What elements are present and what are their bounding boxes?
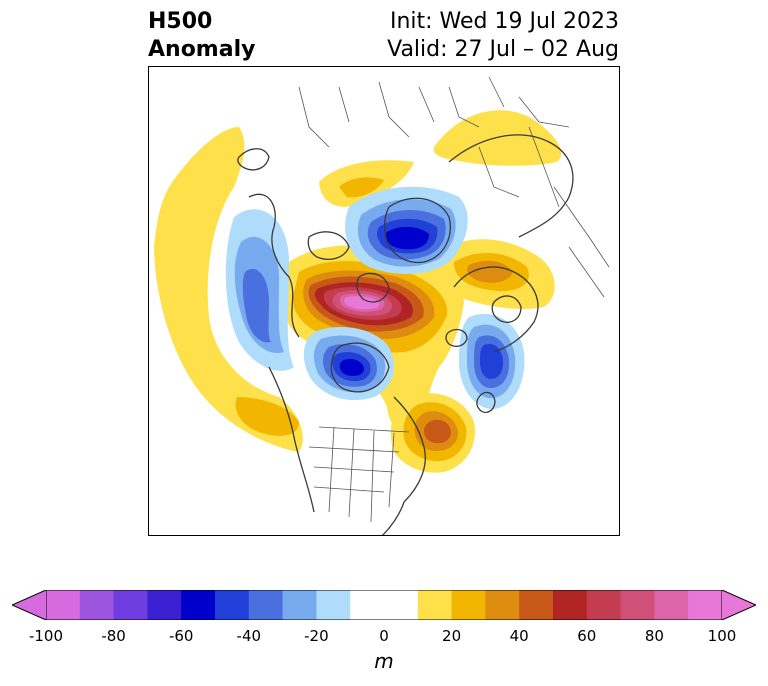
arctic-islands (307, 231, 350, 260)
colorbar-tick-label: -80 (101, 627, 126, 645)
arctic-ridge-small-core (339, 177, 384, 198)
colorbar-cell (417, 590, 453, 620)
colorbar-tick-label: 100 (707, 627, 737, 645)
arctic-ridge-peak (344, 296, 380, 310)
colorbar-tick-label: 20 (442, 627, 462, 645)
colorbar-cell (350, 590, 419, 620)
baffin-island (356, 272, 390, 303)
hudson-bay-coast (330, 342, 390, 393)
greenland-coast (383, 197, 451, 264)
map-panel[interactable] (148, 66, 620, 536)
anomaly-map (154, 76, 610, 535)
scandinavia-coast (491, 295, 522, 323)
colorbar-cell (654, 590, 689, 620)
colorbar-tick-label: -100 (28, 627, 64, 645)
hudson-low-core (339, 358, 364, 376)
valid-date-label: Valid: 27 Jul – 02 Aug (387, 37, 619, 62)
title-line-1: H500 (148, 9, 213, 34)
colorbar-cell (553, 590, 588, 620)
colorbar-cell (519, 590, 554, 620)
colorbar-cell (620, 590, 655, 620)
atlantic-low-core (480, 344, 503, 379)
alaska-coast (248, 193, 300, 338)
colorbar-tick-label: -60 (168, 627, 194, 645)
negative-anomaly-contours (225, 186, 525, 410)
chart-title: H500 Anomaly (148, 8, 255, 64)
colorbar-tick-label: 60 (577, 627, 597, 645)
colorbar (12, 590, 756, 620)
colorbar-cell (282, 590, 317, 620)
colorbar-max-arrow (721, 590, 756, 620)
pacific-ridge (154, 127, 303, 452)
coastlines (237, 134, 574, 535)
colorbar-cell (316, 590, 351, 620)
kamchatka-coast (237, 148, 270, 171)
init-date-label: Init: Wed 19 Jul 2023 (389, 9, 619, 34)
colorbar-tick-label: 0 (379, 627, 389, 645)
country-borders (298, 76, 610, 523)
colorbar-cell (147, 590, 182, 620)
colorbar-unit-label: m (374, 649, 394, 673)
pacific-ridge-core (235, 397, 299, 436)
colorbar-cell (181, 590, 216, 620)
colorbar-cell (451, 590, 486, 620)
iceland-coast (445, 328, 468, 347)
labrador-coast (393, 396, 426, 503)
eurasia-ridge-core (467, 260, 513, 283)
colorbar-cell (586, 590, 622, 620)
colorbar-cell (46, 590, 81, 620)
title-line-2: Anomaly (148, 37, 256, 62)
north-america-west-coast (268, 366, 315, 513)
siberia-coast (448, 134, 574, 238)
colorbar-cell (248, 590, 284, 620)
colorbar-cell (485, 590, 520, 620)
colorbar-cell (215, 590, 250, 620)
colorbar-tick-label: 40 (509, 627, 529, 645)
forecast-dates: Init: Wed 19 Jul 2023 Valid: 27 Jul – 02… (387, 8, 619, 64)
colorbar-tick-label: -40 (236, 627, 262, 645)
pacific-trough-3 (242, 268, 271, 343)
colorbar-min-arrow (12, 590, 47, 620)
colorbar-tick-label: -20 (304, 627, 329, 645)
east-us-coast (382, 501, 405, 535)
british-isles-coast (476, 391, 496, 413)
colorbar-cells (46, 590, 723, 620)
east-na-ridge-peak (424, 419, 451, 444)
colorbar-cell (79, 590, 115, 620)
arctic-low-core (385, 226, 429, 250)
colorbar-cell (113, 590, 148, 620)
europe-coast (453, 266, 539, 353)
colorbar-tick-label: 80 (644, 627, 664, 645)
colorbar-cell (688, 590, 723, 620)
